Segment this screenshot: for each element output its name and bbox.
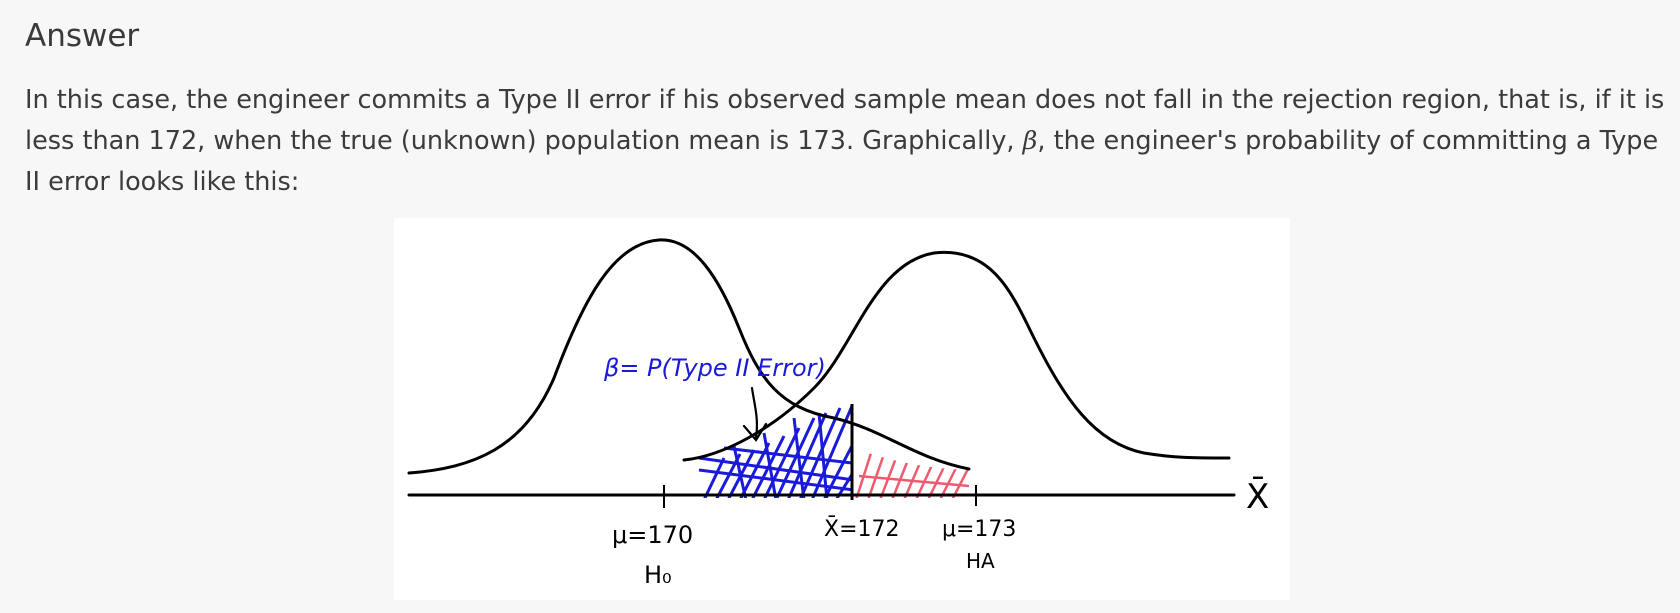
answer-paragraph: In this case, the engineer commits a Typ… — [25, 80, 1665, 203]
null-distribution-curve — [407, 238, 971, 475]
mu-a-label: μ=173 — [942, 517, 1016, 542]
h0-label: H₀ — [644, 561, 672, 589]
mu0-label: μ=170 — [612, 521, 693, 549]
axis-symbol: X̄ — [1246, 476, 1269, 517]
hand-drawn-sketch: β= P(Type II Error) X̄ μ=170 H₀ X̄=172 μ… — [407, 238, 1269, 589]
ha-label: HA — [966, 549, 995, 573]
alpha-region-hatching — [854, 449, 969, 498]
answer-text-part2: , the engineer's probability of committi… — [25, 126, 1659, 197]
type-ii-error-figure: β= P(Type II Error) X̄ μ=170 H₀ X̄=172 μ… — [394, 218, 1290, 600]
beta-annotation: β= P(Type II Error) — [603, 354, 826, 382]
xbar-label: X̄=172 — [824, 516, 900, 542]
answer-heading: Answer — [25, 18, 140, 54]
answer-section: Answer In this case, the engineer commit… — [25, 0, 1665, 203]
beta-symbol: β — [1022, 126, 1038, 156]
answer-text-part1: In this case, the engineer commits a Typ… — [25, 85, 1665, 156]
beta-region-hatching — [698, 405, 852, 498]
arrow-icon — [742, 386, 768, 442]
alternative-distribution-curve — [682, 250, 1231, 462]
